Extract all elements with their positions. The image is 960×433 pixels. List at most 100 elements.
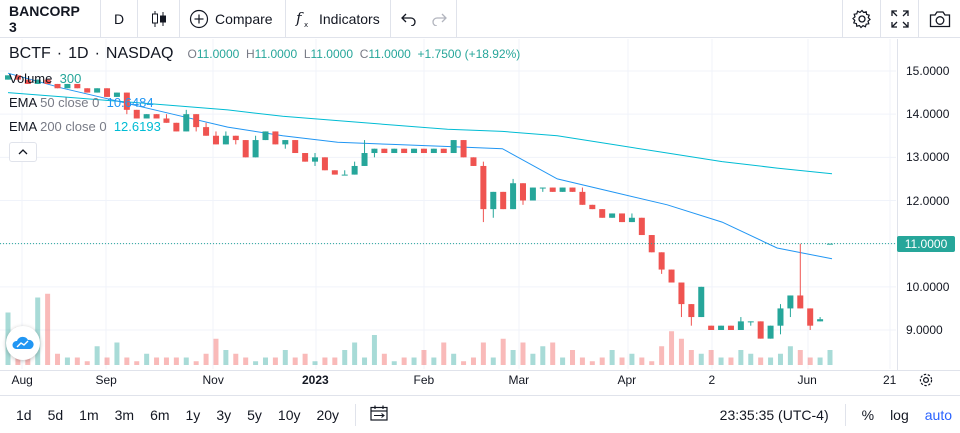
time-tick-label: 2023 (302, 373, 329, 387)
volume-bar (560, 357, 566, 365)
volume-bar (35, 297, 41, 365)
volume-bar (381, 353, 387, 365)
candle-body (440, 148, 447, 154)
range-button-3m[interactable]: 3m (114, 406, 135, 423)
range-button-1m[interactable]: 1m (79, 406, 99, 423)
candle-body (579, 191, 586, 205)
candle-body (519, 183, 526, 201)
axis-settings-button[interactable] (918, 372, 934, 393)
plus-circle-icon (189, 9, 209, 28)
candle-body (212, 135, 219, 145)
time-axis[interactable] (0, 370, 960, 394)
chart-type-button[interactable] (138, 0, 180, 38)
candle-body (420, 148, 427, 154)
volume-bar (461, 361, 467, 365)
volume-bar (698, 353, 704, 365)
calendar-range-icon (370, 405, 388, 421)
range-button-3y[interactable]: 3y (216, 406, 232, 423)
price-tick-label: 12.0000 (906, 193, 950, 208)
undo-icon[interactable] (400, 12, 417, 26)
volume-bar (777, 353, 783, 365)
candle-body (817, 319, 824, 322)
candle-body (480, 165, 487, 210)
volume-bar (243, 357, 249, 365)
undo-redo-group (391, 0, 457, 38)
settings-button[interactable] (842, 0, 880, 38)
bottom-right-group: 23:35:35 (UTC-4) % log auto (720, 396, 960, 433)
volume-bar (84, 361, 90, 365)
candle-body (361, 153, 368, 166)
volume-bar (124, 357, 130, 365)
candle-body (312, 157, 319, 162)
candle-body (24, 79, 31, 84)
candle-body (74, 83, 81, 89)
auto-scale-button[interactable]: auto (924, 407, 952, 423)
range-button-20y[interactable]: 20y (316, 406, 340, 423)
timezone-clock[interactable]: 23:35:35 (UTC-4) (720, 404, 846, 426)
collapse-legend-button[interactable] (9, 142, 37, 162)
range-button-1d[interactable]: 1d (16, 406, 32, 423)
candle-body (302, 153, 309, 162)
ema200-legend[interactable]: EMA 200 close 0 12.6193 (9, 119, 161, 134)
price-tick-label: 14.0000 (906, 107, 950, 122)
volume-bar (629, 353, 635, 365)
tradingview-logo[interactable] (6, 326, 40, 360)
range-button-5d[interactable]: 5d (47, 406, 64, 423)
time-tick-label: Apr (617, 373, 637, 387)
legend-close: 11.0000 (368, 47, 411, 61)
range-button-5y[interactable]: 5y (247, 406, 262, 423)
screenshot-button[interactable] (918, 0, 960, 38)
range-button-10y[interactable]: 10y (277, 406, 301, 423)
legend-dot: · (94, 45, 100, 62)
candle-body (123, 92, 130, 110)
candle-body (589, 204, 596, 210)
candle-body (747, 321, 754, 323)
volume-bar (64, 357, 70, 365)
legend-interval: 1D (68, 45, 89, 62)
indicators-label: Indicators (319, 10, 380, 27)
volume-bar (470, 357, 476, 365)
ema200-value: 12.6193 (113, 119, 161, 134)
gear-icon (919, 373, 933, 387)
price-tick-label: 9.0000 (906, 323, 943, 337)
range-button-6m[interactable]: 6m (150, 406, 170, 423)
volume-bar (144, 353, 150, 365)
log-scale-button[interactable]: log (890, 407, 909, 423)
price-axis[interactable] (897, 39, 960, 370)
volume-legend[interactable]: Volume 300 (9, 71, 82, 86)
symbol-search-button[interactable]: BANCORP 3 (0, 0, 101, 38)
date-range-button[interactable] (364, 405, 394, 424)
volume-bar (213, 338, 219, 365)
candle-body (252, 140, 259, 158)
volume-bar (827, 350, 833, 365)
percent-scale-button[interactable]: % (861, 407, 875, 423)
candle-body (153, 114, 160, 119)
fullscreen-button[interactable] (880, 0, 918, 38)
ema50-legend[interactable]: EMA 50 close 0 10.6484 (9, 95, 154, 110)
indicators-button[interactable]: f x Indicators (286, 0, 391, 38)
candle-body (113, 92, 120, 97)
price-tick-label: 15.0000 (906, 64, 950, 78)
volume-bar (45, 293, 51, 365)
volume-bar (342, 350, 348, 365)
time-tick-label: Sep (95, 373, 117, 387)
bottom-toolbar: 1d 5d 1m 3m 6m 1y 3y 5y 10y 20y 23:35:35 (UTC-4) … (0, 395, 960, 433)
candle-body (549, 187, 556, 192)
candle-body (5, 75, 11, 80)
volume-bar (609, 350, 615, 365)
interval-button[interactable]: D (101, 0, 138, 38)
volume-bar (94, 346, 100, 365)
compare-button[interactable]: Compare (180, 0, 286, 38)
volume-bar (570, 350, 576, 365)
candle-body (173, 122, 180, 132)
candle-body (767, 325, 774, 339)
volume-bar (688, 350, 694, 365)
legend-dot: · (56, 45, 63, 62)
range-button-1y[interactable]: 1y (185, 406, 201, 423)
series-legend: BCTF · 1D · NASDAQ O11.0000 H11.0000 L11… (9, 45, 520, 63)
volume-bar (154, 357, 160, 365)
redo-icon[interactable] (431, 12, 447, 26)
candle-body (104, 88, 111, 97)
volume-bar (302, 353, 308, 365)
fullscreen-icon (890, 10, 909, 28)
